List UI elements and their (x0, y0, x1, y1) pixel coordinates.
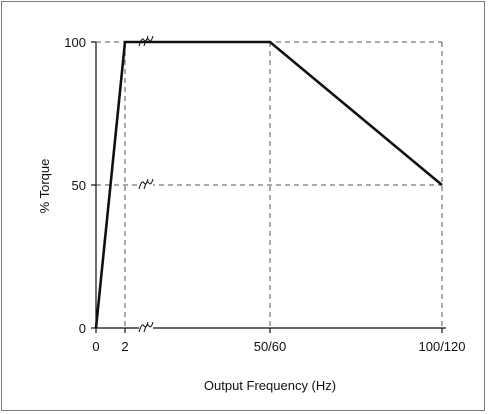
y-tick-label-0: 0 (79, 321, 86, 336)
x-tick-label-0: 0 (92, 339, 99, 354)
axes (91, 41, 446, 333)
x-tick-label-100-120: 100/120 (419, 339, 466, 354)
y-tick-label-50: 50 (72, 178, 86, 193)
tick-labels: 0 50 100 0 2 50/60 100/120 (64, 35, 465, 354)
y-axis-title: % Torque (37, 159, 52, 214)
series-line-0 (94, 40, 443, 329)
axis-break-gap (139, 324, 153, 332)
axis-breaks (138, 35, 154, 333)
y-tick-label-100: 100 (64, 35, 86, 50)
axis-break-mark (143, 178, 154, 190)
x-axis-title: Output Frequency (Hz) (204, 378, 336, 393)
series-lines (94, 40, 443, 329)
x-tick-label-2: 2 (121, 339, 128, 354)
axis-break-mark (143, 321, 154, 333)
x-tick-label-50-60: 50/60 (254, 339, 287, 354)
axis-break-gap (139, 181, 153, 189)
